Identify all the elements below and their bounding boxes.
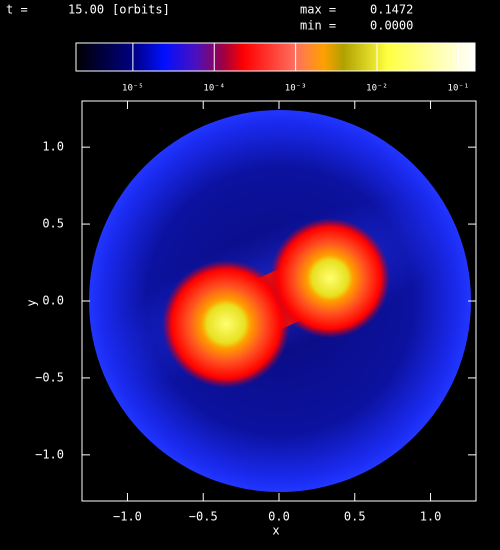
x-tick-label: 0.5 bbox=[344, 510, 366, 524]
time-value: 15.00 bbox=[68, 3, 104, 17]
x-axis-label: x bbox=[272, 524, 279, 538]
min-label: min = bbox=[300, 19, 336, 33]
time-label: t = bbox=[6, 3, 28, 17]
y-tick-label: −0.5 bbox=[35, 370, 64, 384]
colorbar-tick-label: 10⁻³ bbox=[285, 84, 307, 94]
y-tick-label: −1.0 bbox=[35, 447, 64, 461]
y-tick-label: 0.5 bbox=[42, 217, 64, 231]
x-tick-label: −0.5 bbox=[189, 510, 218, 524]
y-tick-label: 1.0 bbox=[42, 140, 64, 154]
colorbar bbox=[75, 42, 476, 72]
y-tick-label: 0.0 bbox=[42, 294, 64, 308]
blob-left bbox=[162, 260, 290, 388]
min-value: 0.0000 bbox=[370, 19, 413, 33]
blob-right bbox=[270, 218, 390, 338]
max-value: 0.1472 bbox=[370, 3, 413, 17]
x-tick-label: −1.0 bbox=[113, 510, 142, 524]
colorbar-tick-label: 10⁻² bbox=[366, 84, 388, 94]
colorbar-tick-label: 10⁻⁵ bbox=[122, 84, 144, 94]
y-axis-label: y bbox=[25, 299, 39, 306]
colorbar-tick-label: 10⁻⁴ bbox=[203, 84, 225, 94]
density-image bbox=[89, 110, 471, 492]
x-tick-label: 0.0 bbox=[268, 510, 290, 524]
max-label: max = bbox=[300, 3, 336, 17]
x-tick-label: 1.0 bbox=[420, 510, 442, 524]
colorbar-tick-label: 10⁻¹ bbox=[448, 84, 470, 94]
time-unit: [orbits] bbox=[112, 3, 170, 17]
